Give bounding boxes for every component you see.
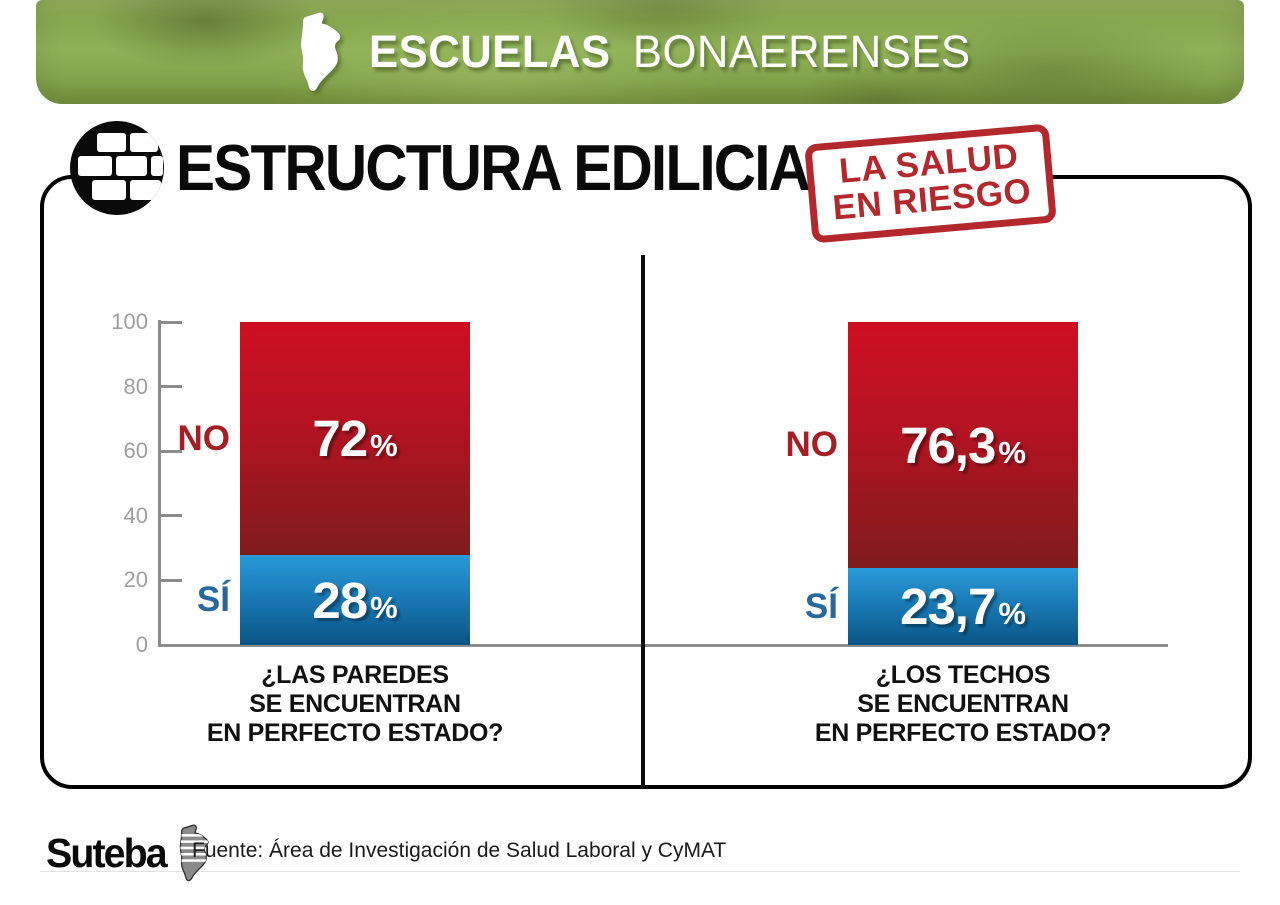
brick-wall-icon <box>70 121 164 215</box>
y-axis-tick-label: 40 <box>123 502 148 528</box>
bar-value-no-roofs: 76,3% <box>900 416 1026 475</box>
y-axis-tick <box>161 514 182 518</box>
bar-si-segment-walls: 28% <box>240 555 470 645</box>
si-label-roofs: SÍ <box>804 586 838 626</box>
y-axis-tick <box>161 643 182 647</box>
y-axis-tick-label: 100 <box>111 309 148 334</box>
banner-title-light: BONAERENSES <box>632 26 971 77</box>
percent-sign: % <box>370 589 398 625</box>
y-axis-tick-label: 0 <box>135 632 148 657</box>
y-axis-tick <box>161 320 182 324</box>
bar-value-si-walls: 28% <box>312 571 397 630</box>
percent-sign: % <box>370 428 398 463</box>
y-axis-line <box>158 320 161 647</box>
footer-rule <box>40 871 1240 872</box>
si-label-walls: SÍ <box>196 580 230 619</box>
question-line: ¿LAS PAREDES <box>261 661 449 689</box>
y-axis-tick-label: 20 <box>123 567 148 593</box>
y-axis-tick <box>161 449 182 453</box>
percent-sign: % <box>998 434 1026 470</box>
x-axis-line <box>158 644 1168 647</box>
banner: ESCUELAS BONAERENSES <box>36 0 1244 104</box>
buenos-aires-province-map-icon <box>301 12 341 91</box>
bar-value-number: 76,3 <box>900 416 996 474</box>
bar-value-no-walls: 72% <box>312 409 397 468</box>
suteba-logo: Suteba <box>46 824 213 882</box>
bar-value-number: 72 <box>312 410 368 467</box>
bar-no-segment-walls: 72% <box>240 322 470 555</box>
bar-no-segment-roofs: 76,3% <box>848 322 1078 568</box>
question-roofs: ¿LOS TECHOS SE ENCUENTRAN EN PERFECTO ES… <box>783 661 1143 748</box>
panel-top-mask <box>74 166 1032 188</box>
page-title: ESTRUCTURA EDILICIA <box>176 131 811 204</box>
question-line: SE ENCUENTRAN <box>249 690 461 718</box>
bar-value-number: 28 <box>312 571 368 629</box>
suteba-map-icon <box>179 824 209 882</box>
question-line: ¿LOS TECHOS <box>875 661 1051 689</box>
question-line: EN PERFECTO ESTADO? <box>814 719 1112 747</box>
no-label-roofs: NO <box>785 425 839 464</box>
percent-sign: % <box>998 596 1026 631</box>
y-axis-tick <box>161 385 182 389</box>
question-line: EN PERFECTO ESTADO? <box>206 719 504 747</box>
y-axis-tick <box>161 578 182 582</box>
y-axis-tick-label: 80 <box>123 373 148 399</box>
banner-title: ESCUELAS BONAERENSES <box>369 26 971 78</box>
question-walls: ¿LAS PAREDES SE ENCUENTRAN EN PERFECTO E… <box>175 661 535 748</box>
no-label-walls: NO <box>177 418 231 458</box>
question-line: SE ENCUENTRAN <box>857 690 1069 718</box>
source-text: Fuente: Área de Investigación de Salud L… <box>192 839 727 862</box>
suteba-logo-text: Suteba <box>46 829 168 876</box>
bar-value-si-roofs: 23,7% <box>900 577 1026 636</box>
banner-title-bold: ESCUELAS <box>368 26 611 77</box>
bar-value-number: 23,7 <box>900 578 996 635</box>
bar-si-segment-roofs: 23,7% <box>848 568 1078 645</box>
y-axis-tick-label: 60 <box>123 438 148 464</box>
chart-divider-line <box>641 255 645 788</box>
